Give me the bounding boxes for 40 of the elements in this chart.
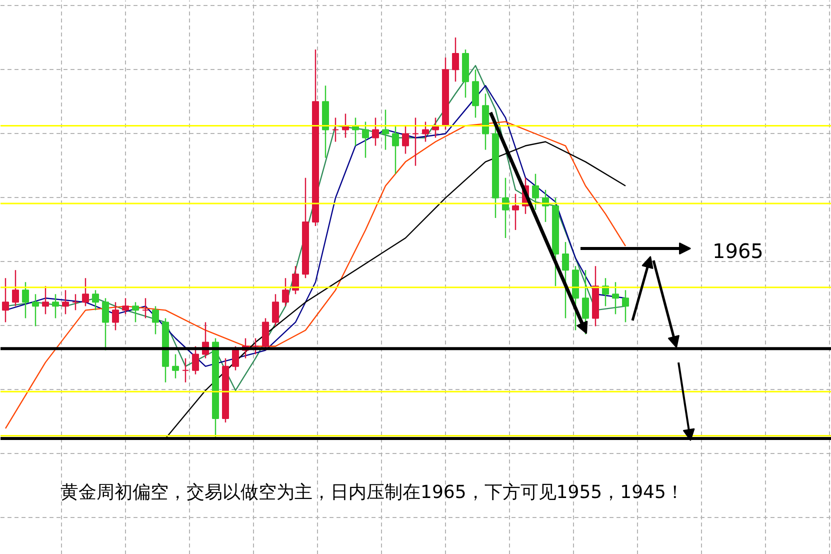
candlestick	[72, 294, 79, 311]
candlestick	[532, 173, 539, 211]
candlestick	[402, 125, 409, 154]
candlestick	[52, 294, 59, 319]
candlestick	[2, 278, 9, 323]
candlestick	[332, 117, 339, 142]
candlestick	[142, 298, 149, 319]
candlestick	[562, 241, 569, 319]
candlestick	[452, 36, 459, 82]
candlestick	[82, 278, 89, 307]
candlestick	[422, 121, 429, 142]
candlestick	[112, 302, 119, 331]
candlestick	[382, 109, 389, 150]
candlestick	[232, 346, 239, 371]
candlestick	[612, 282, 619, 315]
candlestick	[272, 294, 279, 327]
candlestick	[22, 282, 29, 319]
candlestick	[182, 358, 189, 383]
candlestick	[582, 269, 589, 335]
candlestick	[102, 298, 109, 351]
candlestick	[152, 306, 159, 335]
candlestick	[92, 290, 99, 311]
candlestick	[512, 193, 519, 231]
candlestick	[282, 278, 289, 307]
candlestick	[62, 290, 69, 315]
candlestick	[362, 121, 369, 158]
candlestick	[42, 286, 49, 315]
candlestick	[172, 354, 179, 379]
candlestick	[292, 265, 299, 295]
candlestick	[252, 338, 259, 355]
text: 1965	[712, 239, 764, 263]
candlestick	[12, 269, 19, 307]
candlestick	[32, 294, 39, 327]
candlestick	[622, 290, 629, 323]
candlestick	[132, 302, 139, 323]
candlestick	[122, 298, 129, 315]
candlestick	[192, 346, 199, 375]
candlestick	[392, 125, 399, 174]
text: 黄金周初偏空，交易以做空为主，日内压制在1965，下方可见1955，1945！	[60, 482, 684, 503]
candlestick	[372, 117, 379, 146]
